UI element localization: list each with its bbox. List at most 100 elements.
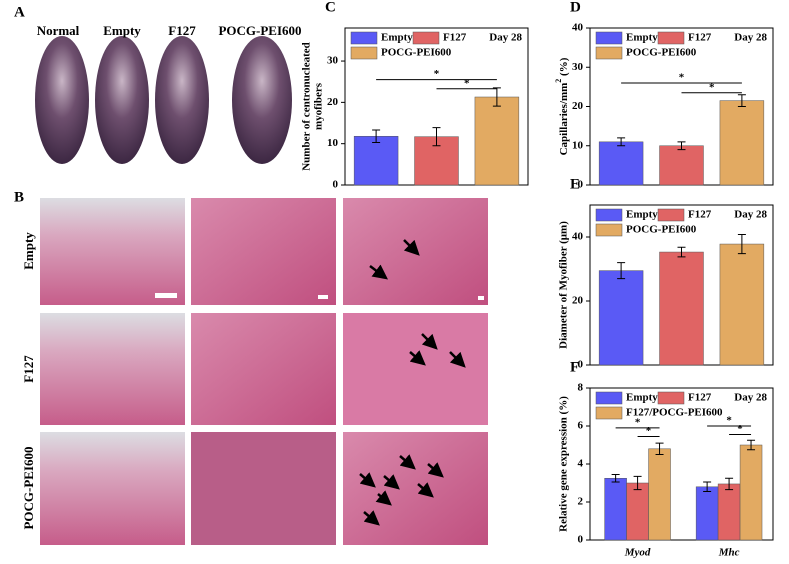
row-label: F127	[21, 355, 36, 383]
error-bar	[372, 129, 381, 143]
y-tick-label: 4	[578, 458, 584, 470]
muscle-photos	[35, 36, 292, 164]
legend-label: POCG-PEI600	[626, 47, 697, 59]
day-annotation: Day 28	[734, 392, 767, 404]
legend-label: POCG-PEI600	[381, 47, 452, 59]
row-label: POCG-PEI600	[21, 446, 36, 529]
row-label: Empty	[21, 232, 36, 270]
significance-star: *	[464, 77, 470, 89]
y-tick-label: 0	[578, 534, 584, 546]
legend-swatch	[350, 31, 378, 45]
legend-label: F127/POCG-PEI600	[626, 407, 723, 419]
bar	[598, 270, 644, 366]
y-axis-label: myofibers	[313, 82, 325, 130]
panel-label: D	[570, 0, 581, 15]
bar	[598, 141, 644, 186]
y-axis-label-part: Capillaries/mm	[558, 83, 570, 156]
histology-images	[40, 198, 488, 545]
legend-swatch	[595, 46, 623, 60]
significance-star: *	[709, 81, 715, 93]
error-bar	[617, 262, 626, 280]
error-bar	[703, 481, 712, 493]
y-tick-label: 20	[327, 96, 339, 108]
bar	[739, 444, 763, 541]
significance-star: *	[635, 416, 641, 428]
bar	[695, 486, 719, 541]
y-axis-label: Number of centronucleated	[301, 42, 313, 171]
legend-label: Empty	[381, 32, 413, 44]
error-bar	[617, 137, 626, 147]
panel-label: C	[325, 0, 336, 15]
bar	[604, 478, 627, 541]
error-bar	[492, 87, 501, 107]
error-bar	[737, 94, 746, 107]
x-tick-label: Mhc	[718, 547, 740, 559]
y-tick-label: 10	[327, 137, 339, 149]
legend-swatch	[595, 406, 623, 420]
y-axis-label: Diameter of Myofiber (μm)	[558, 221, 570, 349]
y-tick-label: 0	[578, 359, 584, 371]
legend-label: F127	[688, 392, 712, 404]
bar	[353, 135, 399, 186]
error-bar	[611, 473, 620, 483]
y-axis-label-part: (%)	[558, 57, 570, 78]
y-tick-label: 20	[572, 295, 584, 307]
error-bar	[747, 439, 756, 451]
y-tick-label: 30	[572, 61, 584, 73]
y-tick-label: 6	[578, 420, 584, 432]
y-tick-label: 20	[572, 100, 584, 112]
y-tick-label: 10	[572, 139, 584, 151]
day-annotation: Day 28	[489, 32, 522, 44]
y-axis-label: Capillaries/mm2 (%)	[554, 57, 570, 155]
legend-swatch	[657, 391, 685, 405]
legend-label: Empty	[626, 392, 658, 404]
sample-label: POCG-PEI600	[218, 23, 301, 38]
y-tick-label: 40	[572, 22, 584, 34]
legend-swatch	[595, 31, 623, 45]
y-tick-label: 0	[578, 179, 584, 191]
x-tick-label: Myod	[624, 547, 651, 559]
legend-label: F127	[688, 209, 712, 221]
y-tick-label: 40	[572, 231, 584, 243]
bar	[626, 482, 649, 541]
legend-swatch	[657, 208, 685, 222]
bar	[659, 251, 704, 366]
legend-swatch	[350, 46, 378, 60]
y-tick-label: 8	[578, 382, 584, 394]
error-bar	[655, 442, 664, 455]
y-tick-label: 2	[578, 496, 584, 508]
legend-label: Empty	[626, 209, 658, 221]
day-annotation: Day 28	[734, 32, 767, 44]
legend-label: F127	[443, 32, 467, 44]
panel-label: F	[570, 359, 579, 375]
sample-label: Empty	[103, 23, 141, 38]
significance-star: *	[726, 415, 732, 427]
error-bar	[677, 141, 686, 151]
significance-star: *	[646, 425, 652, 437]
bar	[717, 483, 741, 541]
error-bar	[633, 475, 642, 491]
y-axis-label: Relative gene expression (%)	[558, 396, 570, 532]
sample-label: F127	[168, 23, 196, 38]
y-axis-label-part: 2	[554, 79, 563, 83]
legend-label: POCG-PEI600	[626, 224, 697, 236]
legend-swatch	[595, 391, 623, 405]
panel-label: E	[570, 176, 580, 192]
significance-star: *	[434, 68, 440, 80]
panel-label: A	[14, 4, 25, 20]
bar	[648, 448, 671, 541]
panel-label: B	[14, 189, 24, 205]
error-bar	[432, 127, 441, 147]
sample-label: Normal	[37, 23, 80, 38]
significance-star: *	[679, 71, 685, 83]
legend-label: F127	[688, 32, 712, 44]
legend-label: Empty	[626, 32, 658, 44]
y-tick-label: 0	[333, 179, 339, 191]
y-tick-label: 30	[327, 55, 339, 67]
legend-swatch	[595, 208, 623, 222]
bar	[659, 145, 704, 186]
bar	[719, 243, 765, 366]
error-bar	[725, 477, 734, 491]
